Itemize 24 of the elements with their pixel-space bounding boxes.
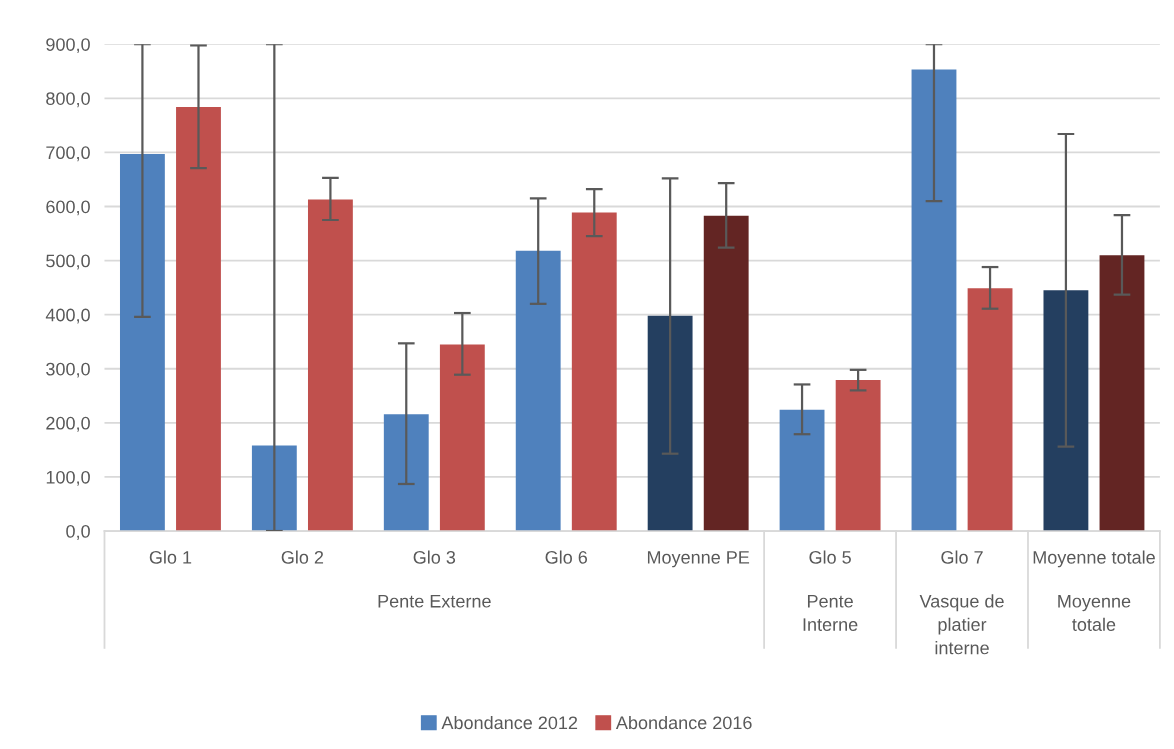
- x-tick-label: Glo 6: [545, 550, 588, 564]
- x-tick-label: Glo 7: [941, 550, 983, 564]
- x-tick-label: Glo 2: [281, 550, 324, 564]
- text: Moyenne totale: [1058, 594, 1131, 631]
- text: Pente Interne: [803, 594, 858, 631]
- legend-label: Abondance 2012: [441, 715, 578, 730]
- y-tick-label: 600,0: [46, 200, 90, 216]
- y-tick-label: 800,0: [46, 92, 90, 108]
- y-tick-label: 200,0: [46, 416, 90, 432]
- y-tick-label: 100,0: [46, 470, 90, 486]
- x-tick-label: Moyenne totale: [1033, 550, 1155, 568]
- text: Vasque de platier interne: [919, 594, 1004, 655]
- x-tick-label: Glo 1: [149, 550, 192, 564]
- y-tick-label: 700,0: [46, 146, 90, 162]
- text: Pente Externe: [378, 594, 491, 608]
- x-tick-label: Moyenne PE: [647, 551, 750, 568]
- y-tick-label: 400,0: [45, 308, 90, 324]
- x-tick-label: Glo 5: [809, 550, 851, 564]
- y-tick-label: 900,0: [46, 38, 90, 54]
- legend-label: Abondance 2016: [615, 715, 752, 730]
- x-tick-label: Glo 3: [413, 550, 456, 564]
- y-tick-label: 500,0: [46, 254, 90, 270]
- y-tick-label: 300,0: [46, 362, 90, 378]
- y-tick-label: 0,0: [66, 524, 90, 540]
